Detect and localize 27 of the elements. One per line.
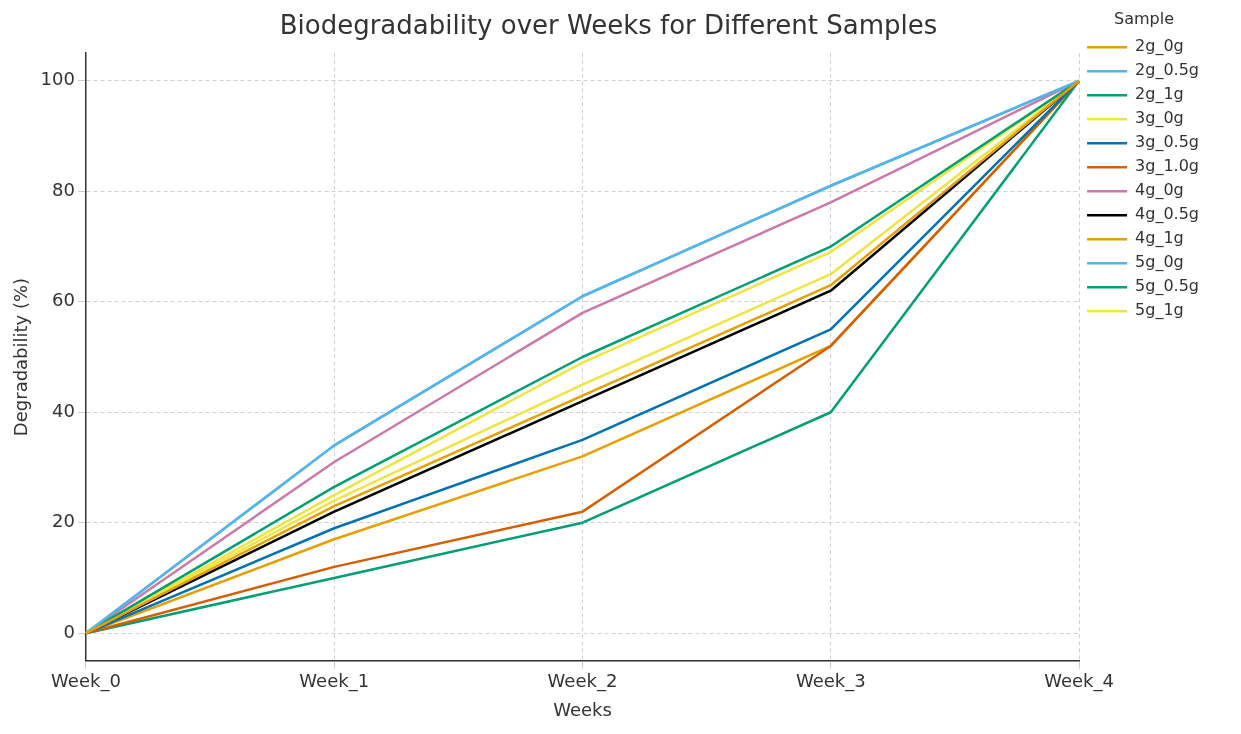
- x-axis-title: Weeks: [553, 698, 612, 720]
- legend-label: 2g_1g: [1135, 84, 1184, 105]
- legend-label: 4g_0g: [1135, 180, 1184, 201]
- y-tick-label: 80: [52, 178, 75, 200]
- legend-label: 5g_0g: [1135, 252, 1184, 273]
- y-axis-title: Degradability (%): [10, 277, 32, 437]
- chart-title: Biodegradability over Weeks for Different Samples: [279, 10, 938, 41]
- legend-label: 5g_0.5g: [1135, 276, 1199, 297]
- x-tick-label: Week_0: [51, 670, 121, 693]
- legend-title: Sample: [1114, 9, 1175, 29]
- x-tick-label: Week_1: [299, 670, 370, 693]
- y-tick-label: 0: [63, 620, 75, 642]
- legend-label: 2g_0.5g: [1135, 60, 1199, 81]
- legend-label: 3g_1.0g: [1135, 156, 1199, 177]
- y-tick-label: 40: [52, 399, 75, 421]
- legend-label: 4g_1g: [1135, 228, 1184, 249]
- x-tick-label: Week_2: [547, 670, 618, 693]
- legend-label: 4g_0.5g: [1135, 204, 1199, 225]
- legend-label: 5g_1g: [1135, 300, 1184, 321]
- legend-label: 3g_0.5g: [1135, 132, 1199, 153]
- y-tick-label: 60: [52, 289, 75, 311]
- y-tick-label: 100: [40, 68, 75, 90]
- legend-label: 3g_0g: [1135, 108, 1184, 129]
- x-tick-label: Week_3: [795, 670, 866, 693]
- legend-label: 2g_0g: [1135, 36, 1184, 57]
- y-tick-label: 20: [52, 510, 75, 532]
- x-tick-label: Week_4: [1044, 670, 1114, 693]
